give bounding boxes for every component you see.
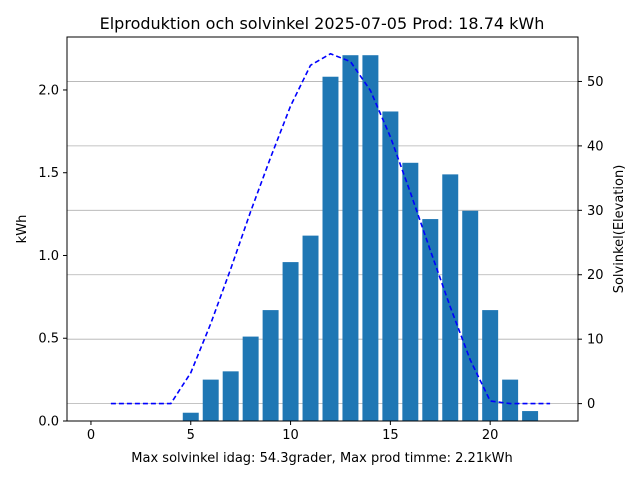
y-right-tick-label: 10 <box>587 333 604 348</box>
bar <box>282 262 299 421</box>
bar <box>242 336 259 421</box>
y-tick-label: 1.5 <box>38 166 59 181</box>
x-tick-label: 10 <box>282 428 299 443</box>
elevation-line <box>110 52 551 405</box>
chart-title: Elproduktion och solvinkel 2025-07-05 Pr… <box>100 14 545 33</box>
y-right-tick-label: 30 <box>587 204 604 219</box>
bar <box>262 310 279 421</box>
bar <box>402 162 419 422</box>
y-right-tick-label: 40 <box>587 139 604 154</box>
bar <box>382 111 399 421</box>
bar <box>342 55 359 421</box>
bar <box>322 76 339 422</box>
y-right-tick-label: 0 <box>587 397 595 412</box>
y-tick-label: 0.5 <box>38 332 59 347</box>
bar <box>462 210 479 421</box>
x-axis: 0 5 10 15 20 <box>87 421 499 443</box>
x-tick-label: 15 <box>382 428 399 443</box>
y-tick-label: 0.0 <box>38 415 59 430</box>
bar <box>222 371 239 421</box>
bar <box>182 412 199 421</box>
bar <box>442 174 459 421</box>
y-axis-right-label: Solvinkel(Elevation) <box>612 165 627 294</box>
x-tick-label: 20 <box>482 428 499 443</box>
y-axis-left: 0.0 0.5 1.0 1.5 2.0 <box>38 83 67 430</box>
y-tick-label: 1.0 <box>38 249 59 264</box>
y-tick-label: 2.0 <box>38 83 59 98</box>
bar <box>482 310 499 421</box>
bar <box>362 55 379 421</box>
y-right-tick-label: 50 <box>587 75 604 90</box>
x-tick-label: 0 <box>87 428 95 443</box>
y-axis-label: kWh <box>15 215 30 244</box>
plot-frame <box>66 36 579 422</box>
bar <box>502 379 519 421</box>
x-tick-label: 5 <box>187 428 195 443</box>
bar <box>522 411 539 421</box>
y-axis-right: 0 10 20 30 40 50 <box>578 75 604 412</box>
bar <box>202 379 219 421</box>
bar-series <box>182 55 539 422</box>
y-right-tick-label: 20 <box>587 268 604 283</box>
bar <box>302 235 319 421</box>
bar <box>422 219 439 421</box>
x-axis-label: Max solvinkel idag: 54.3grader, Max prod… <box>131 451 512 466</box>
